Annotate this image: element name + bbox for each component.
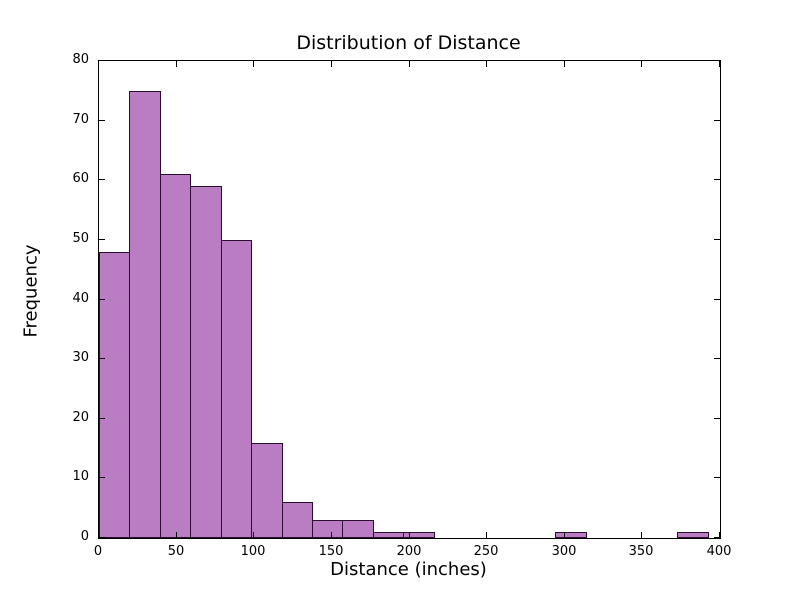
histogram-bar (342, 520, 374, 538)
y-tick-label: 20 (72, 410, 89, 425)
x-tick-label: 100 (240, 544, 266, 559)
y-tick-label: 30 (72, 350, 89, 365)
y-tick-label: 50 (72, 231, 89, 246)
histogram-bar (221, 240, 252, 538)
plot-area (98, 60, 721, 539)
y-axis-tick-right (714, 418, 720, 419)
x-tick-label: 300 (551, 544, 577, 559)
x-tick-label: 0 (93, 544, 103, 559)
y-axis-tick (99, 239, 105, 240)
x-axis-tick-top (486, 61, 487, 67)
histogram-bar (282, 502, 313, 538)
x-axis-tick-top (176, 61, 177, 67)
histogram-bar (160, 174, 191, 538)
y-axis-label: Frequency (20, 244, 42, 338)
y-axis-tick-right (714, 537, 720, 538)
ticks-layer (98, 60, 720, 538)
histogram-bar (403, 532, 435, 538)
x-axis-tick (253, 532, 254, 538)
x-axis-tick-top (98, 61, 99, 67)
x-axis-label: Distance (inches) (330, 559, 487, 580)
y-axis-tick-right (714, 299, 720, 300)
x-tick-label: 400 (706, 544, 732, 559)
x-tick-label: 150 (318, 544, 344, 559)
x-axis-tick-top (253, 61, 254, 67)
x-axis-tick (409, 532, 410, 538)
x-tick-label: 200 (396, 544, 422, 559)
bars-layer (99, 61, 720, 538)
chart-title: Distribution of Distance (296, 32, 521, 54)
y-tick-label: 40 (72, 291, 89, 306)
x-tick-label: 250 (473, 544, 499, 559)
x-axis-tick (176, 532, 177, 538)
histogram-bar (251, 443, 283, 538)
y-tick-label: 80 (72, 52, 89, 67)
x-axis-tick (641, 532, 642, 538)
y-tick-label: 10 (72, 469, 89, 484)
histogram-bar (677, 532, 709, 538)
y-axis-tick-right (714, 179, 720, 180)
y-axis-tick-right (714, 358, 720, 359)
x-axis-tick-top (564, 61, 565, 67)
y-tick-label: 60 (72, 171, 89, 186)
y-axis-tick (99, 358, 105, 359)
y-axis-tick-right (714, 477, 720, 478)
x-axis-tick (719, 532, 720, 538)
y-axis-tick (99, 179, 105, 180)
x-axis-tick (564, 532, 565, 538)
x-axis-tick (331, 532, 332, 538)
y-tick-label: 70 (72, 112, 89, 127)
y-axis-tick (99, 537, 105, 538)
y-axis-tick-right (714, 60, 720, 61)
x-axis-tick-top (719, 61, 720, 67)
y-tick-label: 0 (80, 529, 89, 544)
x-axis-tick-top (641, 61, 642, 67)
y-axis-tick-right (714, 239, 720, 240)
y-axis-tick (99, 299, 105, 300)
histogram-bar (129, 91, 161, 538)
x-axis-tick (98, 532, 99, 538)
x-axis-tick-top (409, 61, 410, 67)
histogram-bar (555, 532, 587, 538)
x-axis-tick (486, 532, 487, 538)
y-axis-tick (99, 477, 105, 478)
y-axis-tick (99, 418, 105, 419)
x-axis-tick-top (331, 61, 332, 67)
y-axis-tick (99, 120, 105, 121)
y-axis-tick (99, 60, 105, 61)
x-tick-label: 350 (628, 544, 654, 559)
x-tick-label: 50 (167, 544, 185, 559)
y-axis-tick-right (714, 120, 720, 121)
